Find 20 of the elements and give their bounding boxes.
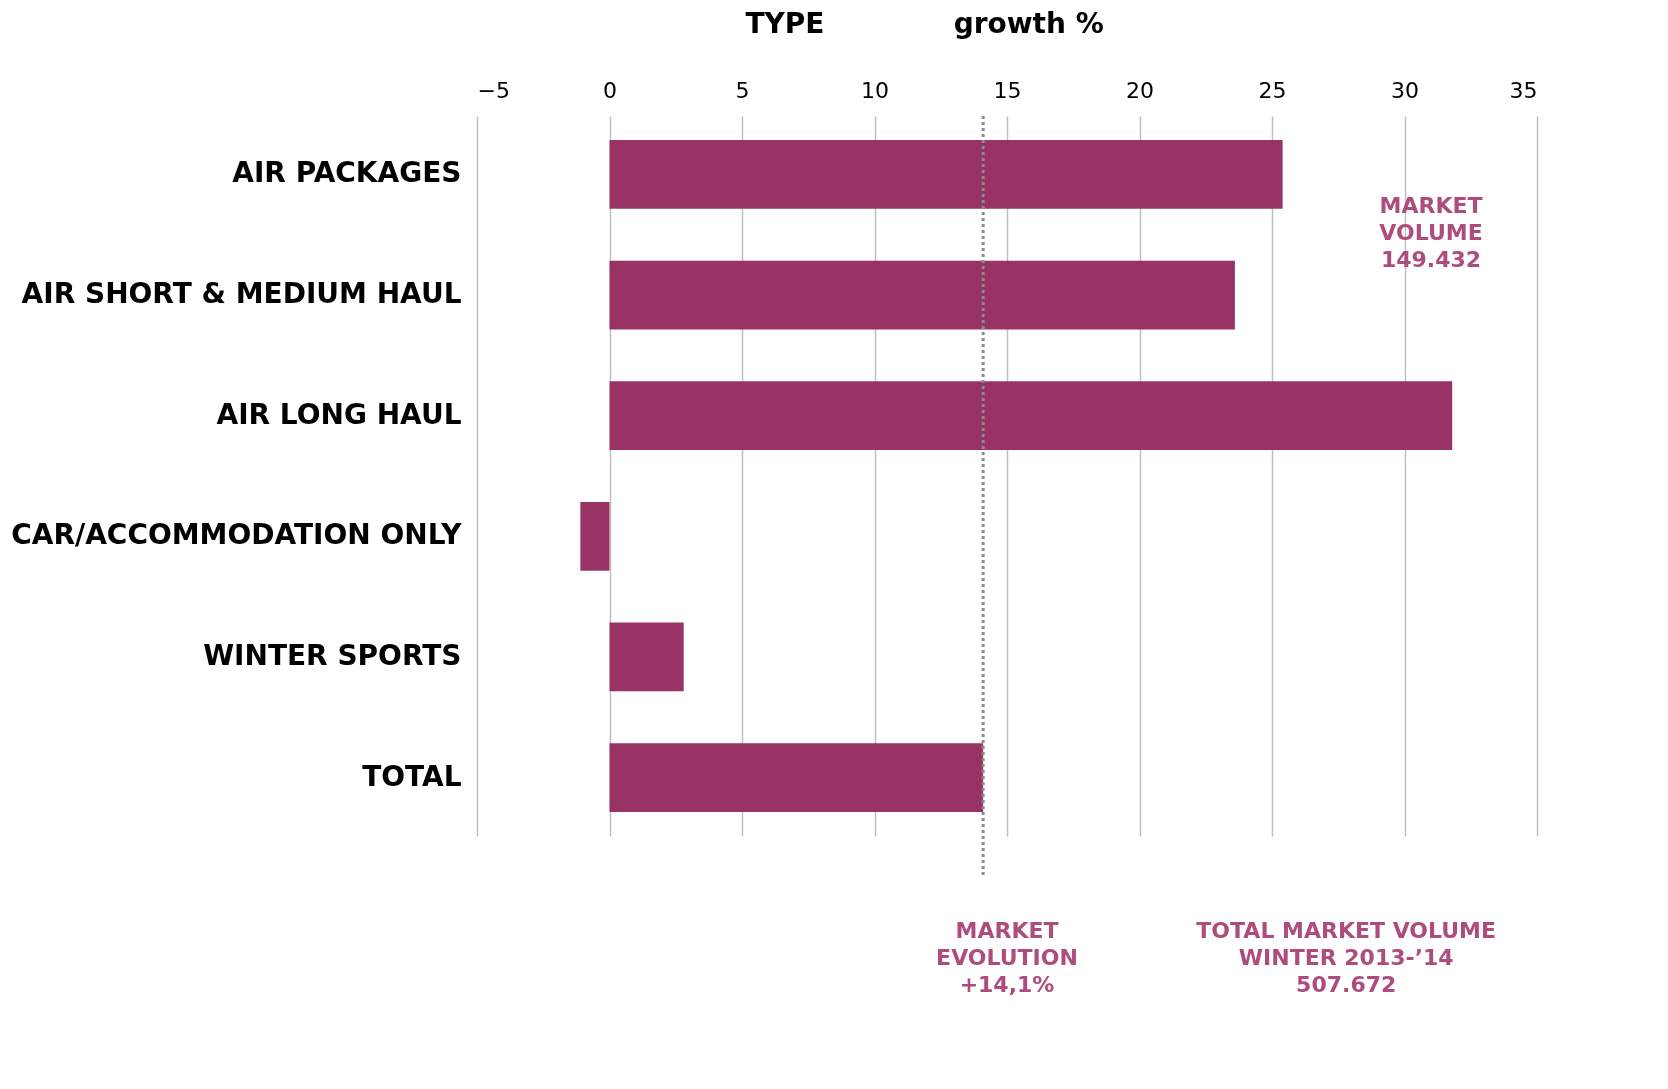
y-tick-label: CAR/ACCOMMODATION ONLY: [11, 518, 463, 552]
y-tick-label: AIR PACKAGES: [232, 156, 462, 190]
y-axis-title: TYPE: [745, 6, 825, 40]
x-tick-label: 20: [1126, 77, 1154, 103]
y-tick-label: AIR LONG HAUL: [216, 397, 462, 431]
x-tick-label: 35: [1509, 77, 1538, 103]
y-tick-label: AIR SHORT & MEDIUM HAUL: [21, 277, 462, 311]
x-tick-label: 10: [861, 77, 889, 103]
x-tick-label: 15: [993, 77, 1022, 103]
x-tick-label: 25: [1258, 77, 1287, 103]
x-tick-label: 0: [603, 77, 617, 103]
y-tick-label: WINTER SPORTS: [203, 638, 462, 672]
y-tick-label: TOTAL: [362, 759, 462, 793]
x-tick-label: −5: [477, 77, 510, 103]
annotation: MARKET VOLUME 149.432: [1379, 193, 1483, 272]
text: MARKET EVOLUTION +14,1%: [936, 918, 1078, 997]
x-tick-label: 5: [735, 77, 750, 103]
text: TOTAL MARKET VOLUME WINTER 2013-’14 507.672: [1196, 918, 1497, 997]
x-axis-title: growth %: [953, 6, 1104, 40]
x-tick-label: 30: [1391, 77, 1419, 103]
